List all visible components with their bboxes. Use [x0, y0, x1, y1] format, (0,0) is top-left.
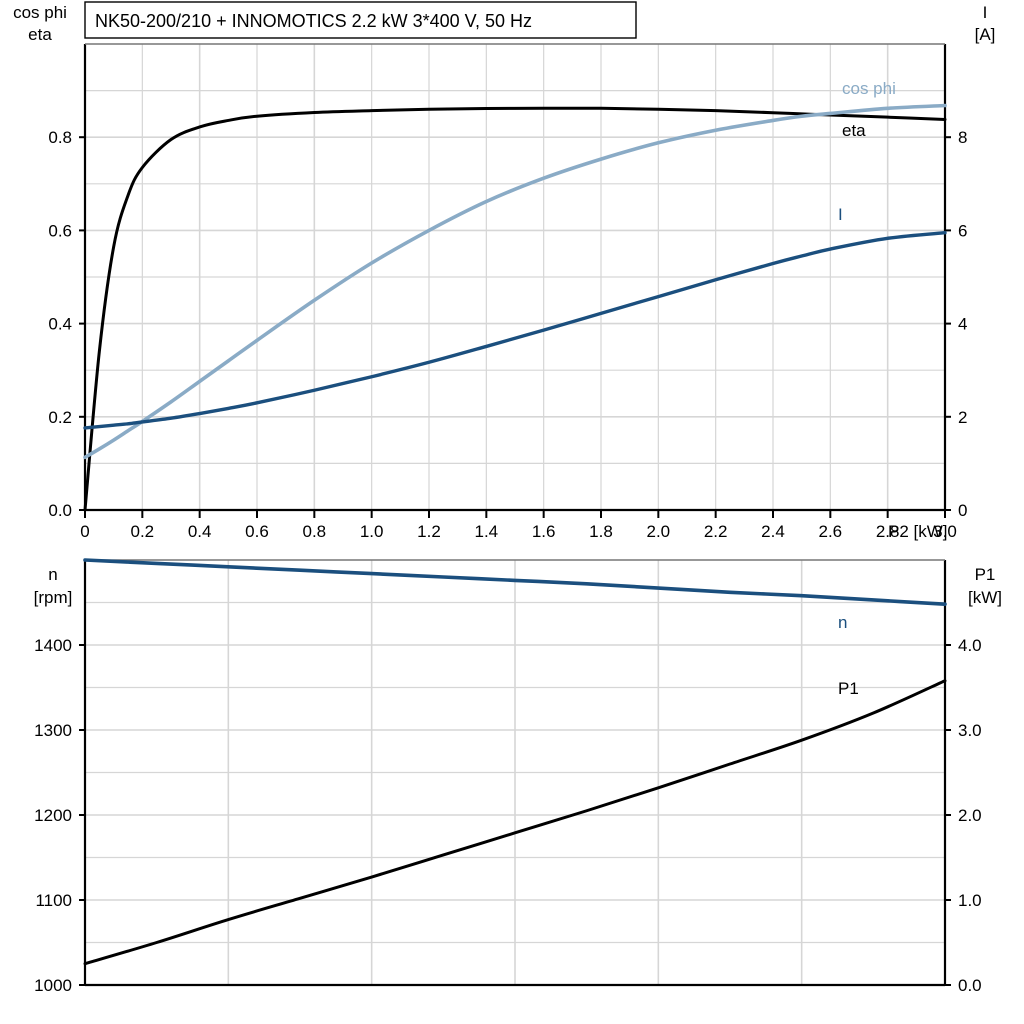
bottom-right-tick-label: 0.0: [958, 976, 982, 995]
top-left-tick-label: 0.8: [48, 128, 72, 147]
performance-curves-page: NK50-200/210 + INNOMOTICS 2.2 kW 3*400 V…: [0, 0, 1024, 1024]
top-left-axis-name-2: eta: [28, 25, 52, 44]
bottom-right-axis-name-1: P1: [975, 565, 996, 584]
top-right-tick-label: 4: [958, 315, 967, 334]
bottom-left-axis-name-2: [rpm]: [34, 588, 73, 607]
top-right-axis-name-2: [A]: [975, 25, 996, 44]
top-x-tick-label: 0: [80, 522, 89, 541]
bottom-right-tick-label: 3.0: [958, 721, 982, 740]
bottom-left-tick-label: 1100: [35, 891, 72, 910]
top-left-tick-label: 0.4: [48, 315, 72, 334]
power-input-curve-label: P1: [838, 679, 859, 698]
top-x-tick-label: 2.2: [704, 522, 728, 541]
chart-title: NK50-200/210 + INNOMOTICS 2.2 kW 3*400 V…: [95, 11, 532, 31]
top-right-axis-name-1: I: [983, 3, 988, 22]
top-right-tick-label: 6: [958, 221, 967, 240]
pump-performance-chart: NK50-200/210 + INNOMOTICS 2.2 kW 3*400 V…: [0, 0, 1024, 1024]
top-left-tick-label: 0.6: [48, 221, 72, 240]
bottom-left-tick-label: 1300: [34, 721, 72, 740]
top-x-tick-label: 2.4: [761, 522, 785, 541]
eta-curve-label: eta: [842, 121, 866, 140]
cos-phi-curve-label: cos phi: [842, 79, 896, 98]
top-x-tick-label: 2.6: [819, 522, 843, 541]
top-x-tick-label: 0.6: [245, 522, 269, 541]
bottom-right-tick-label: 1.0: [958, 891, 982, 910]
top-left-tick-label: 0.2: [48, 408, 72, 427]
top-left-tick-label: 0.0: [48, 501, 72, 520]
bottom-right-tick-label: 4.0: [958, 636, 982, 655]
bottom-left-tick-label: 1200: [34, 806, 72, 825]
top-x-tick-label: 0.4: [188, 522, 212, 541]
top-x-tick-label: 0.2: [131, 522, 155, 541]
bottom-left-axis-name-1: n: [48, 565, 57, 584]
top-x-tick-label: 0.8: [303, 522, 327, 541]
top-x-tick-label: 2.0: [647, 522, 671, 541]
top-x-tick-label: 1.8: [589, 522, 613, 541]
bottom-left-tick-label: 1400: [34, 636, 72, 655]
bottom-right-tick-label: 2.0: [958, 806, 982, 825]
speed-curve-label: n: [838, 613, 847, 632]
top-x-tick-label: 1.0: [360, 522, 384, 541]
top-x-tick-label: 1.4: [475, 522, 499, 541]
top-chart: NK50-200/210 + INNOMOTICS 2.2 kW 3*400 V…: [13, 2, 995, 541]
top-x-tick-label: 1.2: [417, 522, 441, 541]
top-left-axis-name-1: cos phi: [13, 3, 67, 22]
bottom-left-tick-label: 1000: [34, 976, 72, 995]
top-right-tick-label: 8: [958, 128, 967, 147]
top-x-tick-label: 1.6: [532, 522, 556, 541]
bottom-right-axis-name-2: [kW]: [968, 588, 1002, 607]
bottom-chart: 1000 1100 1200 1300 1400 0.0 1.0 2.0 3.0 4.0 n [r…: [34, 560, 1002, 995]
top-right-tick-label: 0: [958, 501, 967, 520]
top-x-axis-name: P2 [kW]: [888, 522, 948, 541]
current-curve-label: I: [838, 205, 843, 224]
top-right-tick-label: 2: [958, 408, 967, 427]
